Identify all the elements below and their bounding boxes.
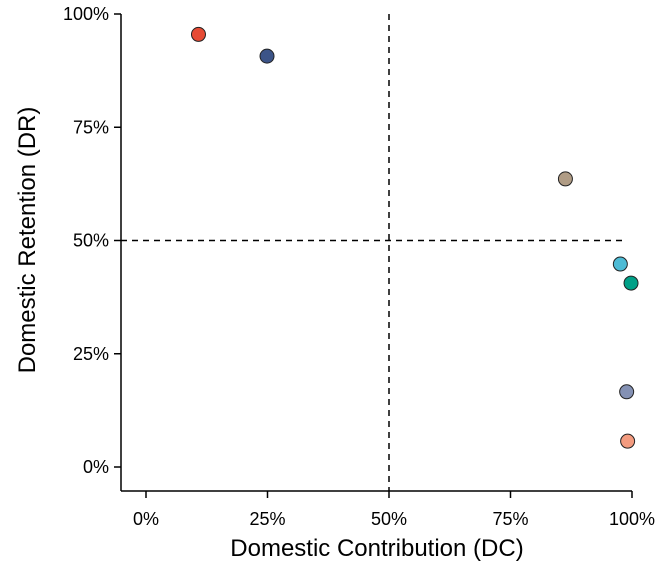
- y-tick-label: 50%: [73, 231, 109, 251]
- data-point: [620, 433, 636, 449]
- data-point: [190, 26, 206, 42]
- data-point: [623, 275, 639, 291]
- x-tick-label: 0%: [133, 509, 159, 529]
- x-tick-label: 75%: [492, 509, 528, 529]
- plot-area: 0% 25% 50% 75% 100% 0% 25% 50% 75% 100%: [63, 4, 655, 529]
- x-tick-label: 50%: [371, 509, 407, 529]
- y-tick-label: 75%: [73, 117, 109, 137]
- y-tick-label: 100%: [63, 4, 109, 24]
- x-tick-label: 25%: [249, 509, 285, 529]
- data-point: [612, 256, 628, 272]
- y-tick-label: 25%: [73, 344, 109, 364]
- data-point: [557, 171, 573, 187]
- data-point: [259, 48, 275, 64]
- x-tick-label: 100%: [609, 509, 655, 529]
- x-axis-title: Domestic Contribution (DC): [230, 535, 523, 562]
- data-point: [619, 384, 635, 400]
- y-axis-title: Domestic Retention (DR): [14, 107, 41, 374]
- y-tick-label: 0%: [83, 457, 109, 477]
